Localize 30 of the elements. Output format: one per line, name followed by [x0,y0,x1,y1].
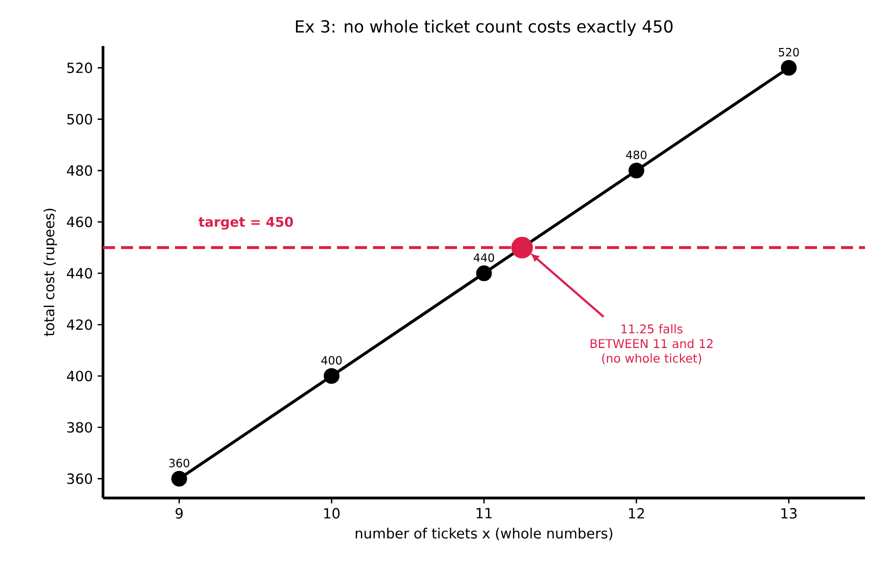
x-axis-title: number of tickets x (whole numbers) [356,528,612,540]
y-tick-label: 520 [67,62,92,74]
y-tick-label: 420 [66,319,92,330]
data-label: 400 [321,356,342,365]
y-tick-label: 380 [67,422,92,433]
point [476,265,492,282]
x-tick-label: 13 [781,508,797,519]
point [511,236,533,258]
point [171,470,188,487]
x-tick-label: 11 [476,508,492,518]
x-tick-label: 10 [324,508,340,519]
point [780,60,797,76]
data-label: 360 [169,458,190,468]
y-axis-title: total cost (rupees) [44,208,58,336]
ref-line-label: target = 450 [198,216,293,230]
y-tick-label: 440 [66,268,92,279]
data-label: 480 [626,150,646,160]
data-label: 440 [474,253,494,262]
chart-title: Ex 3: no whole ticket count costs exactly 450 [296,20,673,36]
y-tick-label: 460 [66,216,92,228]
x-tick-label: 12 [629,508,644,518]
annotation: 11.25 falls BETWEEN 11 and 12 (no whole ticket) [590,324,713,364]
y-tick-label: 480 [66,165,92,176]
point [628,162,644,178]
y-tick-label: 400 [66,370,92,382]
y-tick-label: 360 [67,473,92,484]
point [324,368,340,384]
y-tick-label: 500 [67,114,92,124]
x-tick-label: 9 [176,508,183,519]
data-label: 520 [778,48,799,56]
